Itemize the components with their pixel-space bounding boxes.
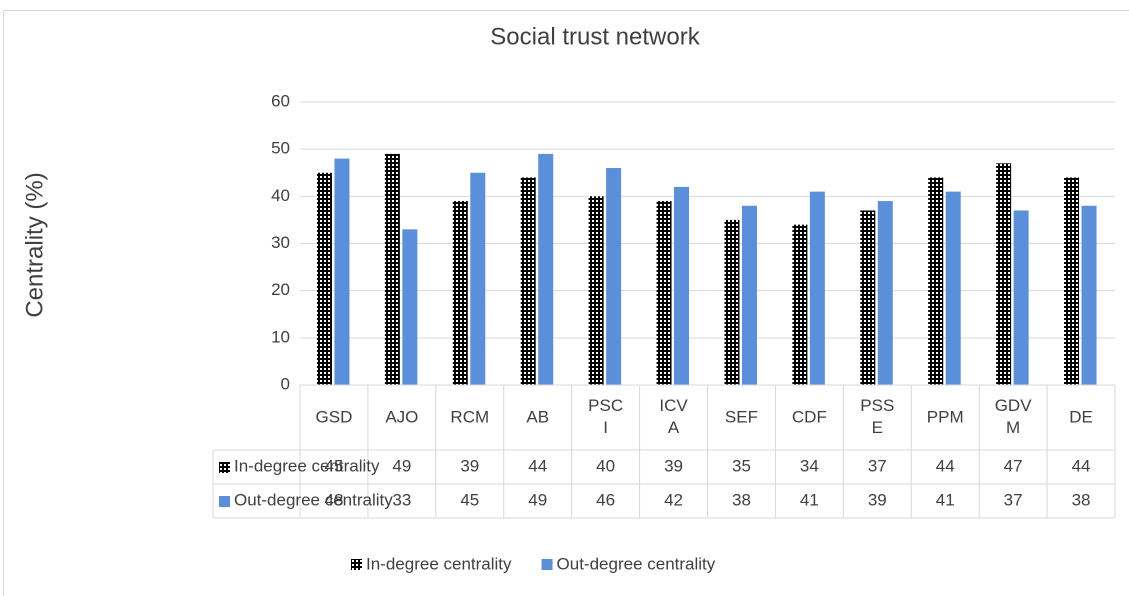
table-cell: 44 xyxy=(936,456,955,475)
y-tick-label: 30 xyxy=(271,233,290,252)
table-legend-swatch xyxy=(219,496,230,507)
table-cell: 39 xyxy=(868,490,887,509)
table-cell: 34 xyxy=(800,456,819,475)
table-cell: 44 xyxy=(528,456,547,475)
bar xyxy=(1013,210,1029,385)
table-cell: 35 xyxy=(732,456,751,475)
bar xyxy=(316,172,332,385)
x-tick-label: AJO xyxy=(385,407,418,426)
y-axis-title: Centrality (%) xyxy=(21,172,48,317)
table-cell: 41 xyxy=(800,490,819,509)
bar xyxy=(741,205,757,385)
table-cell: 40 xyxy=(596,456,615,475)
bar xyxy=(656,201,672,385)
table-row-label: In-degree centrality xyxy=(234,456,380,475)
table-cell: 45 xyxy=(324,456,343,475)
table-cell: 41 xyxy=(936,490,955,509)
bar xyxy=(1081,205,1097,385)
bar xyxy=(334,158,350,385)
bar xyxy=(877,201,893,385)
table-cell: 46 xyxy=(596,490,615,509)
x-tick-label: SEF xyxy=(725,407,758,426)
bar xyxy=(945,191,961,385)
table-legend-swatch xyxy=(219,462,230,473)
table-cell: 39 xyxy=(664,456,683,475)
x-tick-label: PPM xyxy=(927,407,964,426)
y-tick-label: 60 xyxy=(271,91,290,110)
bar xyxy=(996,163,1012,385)
table-cell: 37 xyxy=(1004,490,1023,509)
bar xyxy=(606,168,622,385)
bar xyxy=(809,191,825,385)
chart-title: Social trust network xyxy=(490,23,700,50)
legend-label: In-degree centrality xyxy=(366,554,512,573)
x-tick-label: DE xyxy=(1069,407,1093,426)
legend-swatch xyxy=(541,559,553,570)
y-tick-label: 0 xyxy=(281,374,290,393)
bar xyxy=(470,172,486,385)
bar xyxy=(538,153,554,385)
bar xyxy=(588,196,604,385)
bar xyxy=(860,210,876,385)
table-cell: 45 xyxy=(460,490,479,509)
legend-swatch xyxy=(351,559,362,570)
y-tick-label: 10 xyxy=(271,327,290,346)
x-tick-label: CDF xyxy=(792,407,827,426)
table-cell: 44 xyxy=(1072,456,1091,475)
table-cell: 49 xyxy=(392,456,411,475)
x-tick-label: ICV A xyxy=(659,396,688,437)
y-tick-label: 20 xyxy=(271,280,290,299)
bar xyxy=(928,177,944,385)
x-tick-label: GSD xyxy=(316,407,353,426)
bar xyxy=(520,177,536,385)
bar xyxy=(674,186,690,385)
table-cell: 48 xyxy=(324,490,343,509)
x-tick-label: RCM xyxy=(450,407,489,426)
bar xyxy=(452,201,468,385)
table-row-label: Out-degree centrality xyxy=(234,490,393,509)
y-tick-label: 40 xyxy=(271,186,290,205)
x-tick-label: PSC I xyxy=(588,396,623,437)
bar xyxy=(402,229,418,385)
bar xyxy=(792,224,808,385)
x-tick-label: PSS E xyxy=(860,396,894,437)
bar xyxy=(384,153,400,385)
table-cell: 33 xyxy=(392,490,411,509)
legend-label: Out-degree centrality xyxy=(557,554,716,573)
table-cell: 38 xyxy=(1072,490,1091,509)
table-cell: 49 xyxy=(528,490,547,509)
table-cell: 39 xyxy=(460,456,479,475)
table-cell: 47 xyxy=(1004,456,1023,475)
bar xyxy=(724,219,740,385)
x-tick-label: AB xyxy=(526,407,549,426)
table-cell: 42 xyxy=(664,490,683,509)
bar xyxy=(1064,177,1080,385)
table-cell: 38 xyxy=(732,490,751,509)
x-tick-label: GDV M xyxy=(995,396,1033,437)
table-cell: 37 xyxy=(868,456,887,475)
y-tick-label: 50 xyxy=(271,139,290,158)
